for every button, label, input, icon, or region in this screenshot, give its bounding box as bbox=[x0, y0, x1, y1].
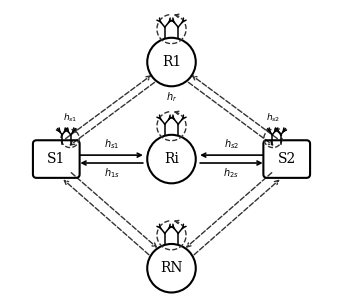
Text: $h_{2s}$: $h_{2s}$ bbox=[223, 167, 239, 181]
Text: $h_{s2}$: $h_{s2}$ bbox=[224, 138, 239, 151]
Text: $h_{s2}$: $h_{s2}$ bbox=[266, 112, 280, 124]
Text: S1: S1 bbox=[47, 152, 66, 166]
Text: R1: R1 bbox=[162, 55, 181, 69]
Text: $h_{1s}$: $h_{1s}$ bbox=[104, 167, 120, 181]
Text: Ri: Ri bbox=[164, 152, 179, 166]
Text: S2: S2 bbox=[277, 152, 296, 166]
Text: $h_r$: $h_r$ bbox=[166, 91, 177, 104]
Text: $h_{s1}$: $h_{s1}$ bbox=[104, 138, 119, 151]
Text: $h_{s1}$: $h_{s1}$ bbox=[63, 112, 77, 124]
Text: RN: RN bbox=[160, 261, 183, 275]
